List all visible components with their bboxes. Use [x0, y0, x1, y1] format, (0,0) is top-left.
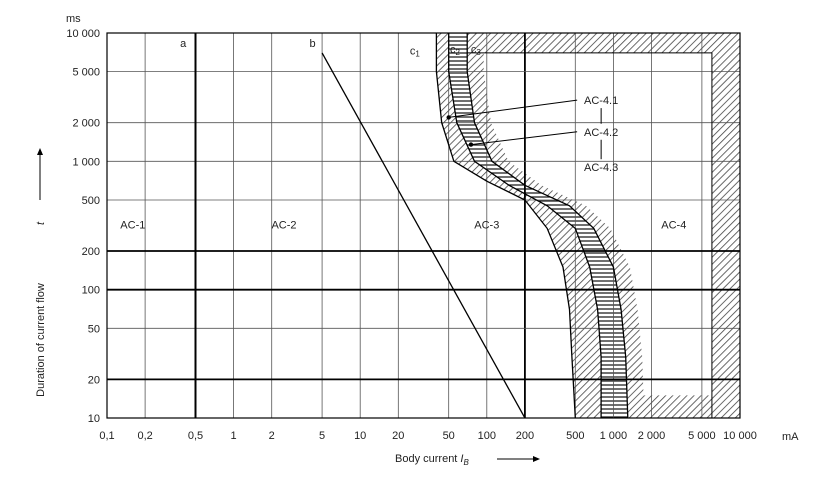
curve-label: c1: [410, 45, 421, 58]
x-tick-label: 5: [319, 430, 325, 442]
x-tick-label: 1 000: [600, 430, 628, 442]
x-unit-label: mA: [782, 431, 799, 443]
curve-c1: [435, 33, 576, 418]
x-tick-label: 5 000: [688, 430, 716, 442]
x-axis-title-text: Body current: [395, 453, 460, 465]
curve-c3: [466, 33, 629, 418]
plot-frame: [106, 32, 741, 419]
x-axis-title: Body current IB: [395, 453, 469, 467]
y-tick-label: 10: [88, 413, 100, 425]
y-tick-label: 100: [82, 285, 100, 297]
plot-border: [106, 32, 741, 419]
curve-c2: [448, 33, 602, 418]
x-tick-label: 0,5: [188, 430, 203, 442]
x-tick-label: 10 000: [723, 430, 757, 442]
plot-area: [107, 33, 740, 418]
annotation-leader: [448, 99, 578, 118]
x-axis-arrow: [497, 456, 540, 462]
x-tick-label: 2: [269, 430, 275, 442]
zone-label: AC-2: [271, 219, 296, 231]
x-axis-symbol: I: [460, 453, 463, 465]
y-axis-title: Duration of current flow: [35, 283, 47, 397]
annotation-label: AC-4.3: [584, 162, 618, 174]
annotation-leader: [470, 131, 578, 146]
y-axis-symbol: t: [35, 221, 47, 225]
x-tick-label: 0,2: [137, 430, 152, 442]
annotation-label: AC-4.2: [584, 127, 618, 139]
y-tick-label: 20: [88, 374, 100, 386]
y-tick-label: 500: [82, 195, 100, 207]
y-tick-label: 50: [88, 323, 100, 335]
y-tick-label: 200: [82, 246, 100, 258]
annotation-label: AC-4.1: [584, 95, 618, 107]
plot-background: [107, 33, 740, 418]
annotation-dot: [446, 115, 451, 120]
zone-label: AC-3: [474, 219, 499, 231]
y-tick-label: 10 000: [66, 28, 100, 40]
x-axis-symbol-subscript: B: [463, 458, 469, 467]
band-right-strip: [711, 33, 740, 418]
y-unit-label: ms: [66, 13, 81, 25]
x-tick-label: 500: [566, 430, 584, 442]
zone-label: AC-1: [120, 219, 145, 231]
curve-label: c2: [450, 44, 461, 57]
y-axis-title-group: Duration of current flow t: [35, 148, 47, 397]
y-tick-label: 1 000: [72, 156, 100, 168]
x-tick-label: 100: [478, 430, 496, 442]
curve-labels: a b c1 c2 c3: [180, 38, 481, 59]
annotation-dot: [468, 142, 474, 147]
x-tick-label: 200: [516, 430, 534, 442]
boundary-curves: [194, 33, 713, 418]
curve-label: a: [180, 38, 187, 50]
y-tick-label: 5 000: [72, 67, 100, 79]
x-tick-label: 50: [443, 430, 455, 442]
band-bottom-strip: [627, 395, 740, 418]
x-tick-label: 1: [231, 430, 237, 442]
x-tick-label: 10: [354, 430, 366, 442]
y-tick-labels: 10 20 50 100 200 500 1 000 2 000 5 000 10 000: [66, 28, 100, 425]
curve-b: [321, 52, 526, 418]
annotations: AC-4.1 AC-4.2 AC-4.3: [446, 95, 618, 174]
x-tick-label: 20: [392, 430, 404, 442]
y-tick-label: 2 000: [72, 118, 100, 130]
curve-outer-boundary: [467, 52, 713, 418]
zone-labels: AC-1 AC-2 AC-3 AC-4: [120, 219, 686, 231]
x-tick-labels: 0,1 0,2 0,5 1 2 5 10 20 50 100 200 500 1 000 2 000 5 0…: [99, 430, 756, 442]
x-tick-label: 0,1: [99, 430, 114, 442]
curve-label: b: [309, 38, 315, 50]
gridlines: [107, 33, 740, 418]
x-tick-label: 2 000: [638, 430, 666, 442]
curve-label: c3: [471, 44, 482, 57]
zone-label: AC-4: [661, 219, 686, 231]
band-top-strip: [467, 33, 740, 53]
